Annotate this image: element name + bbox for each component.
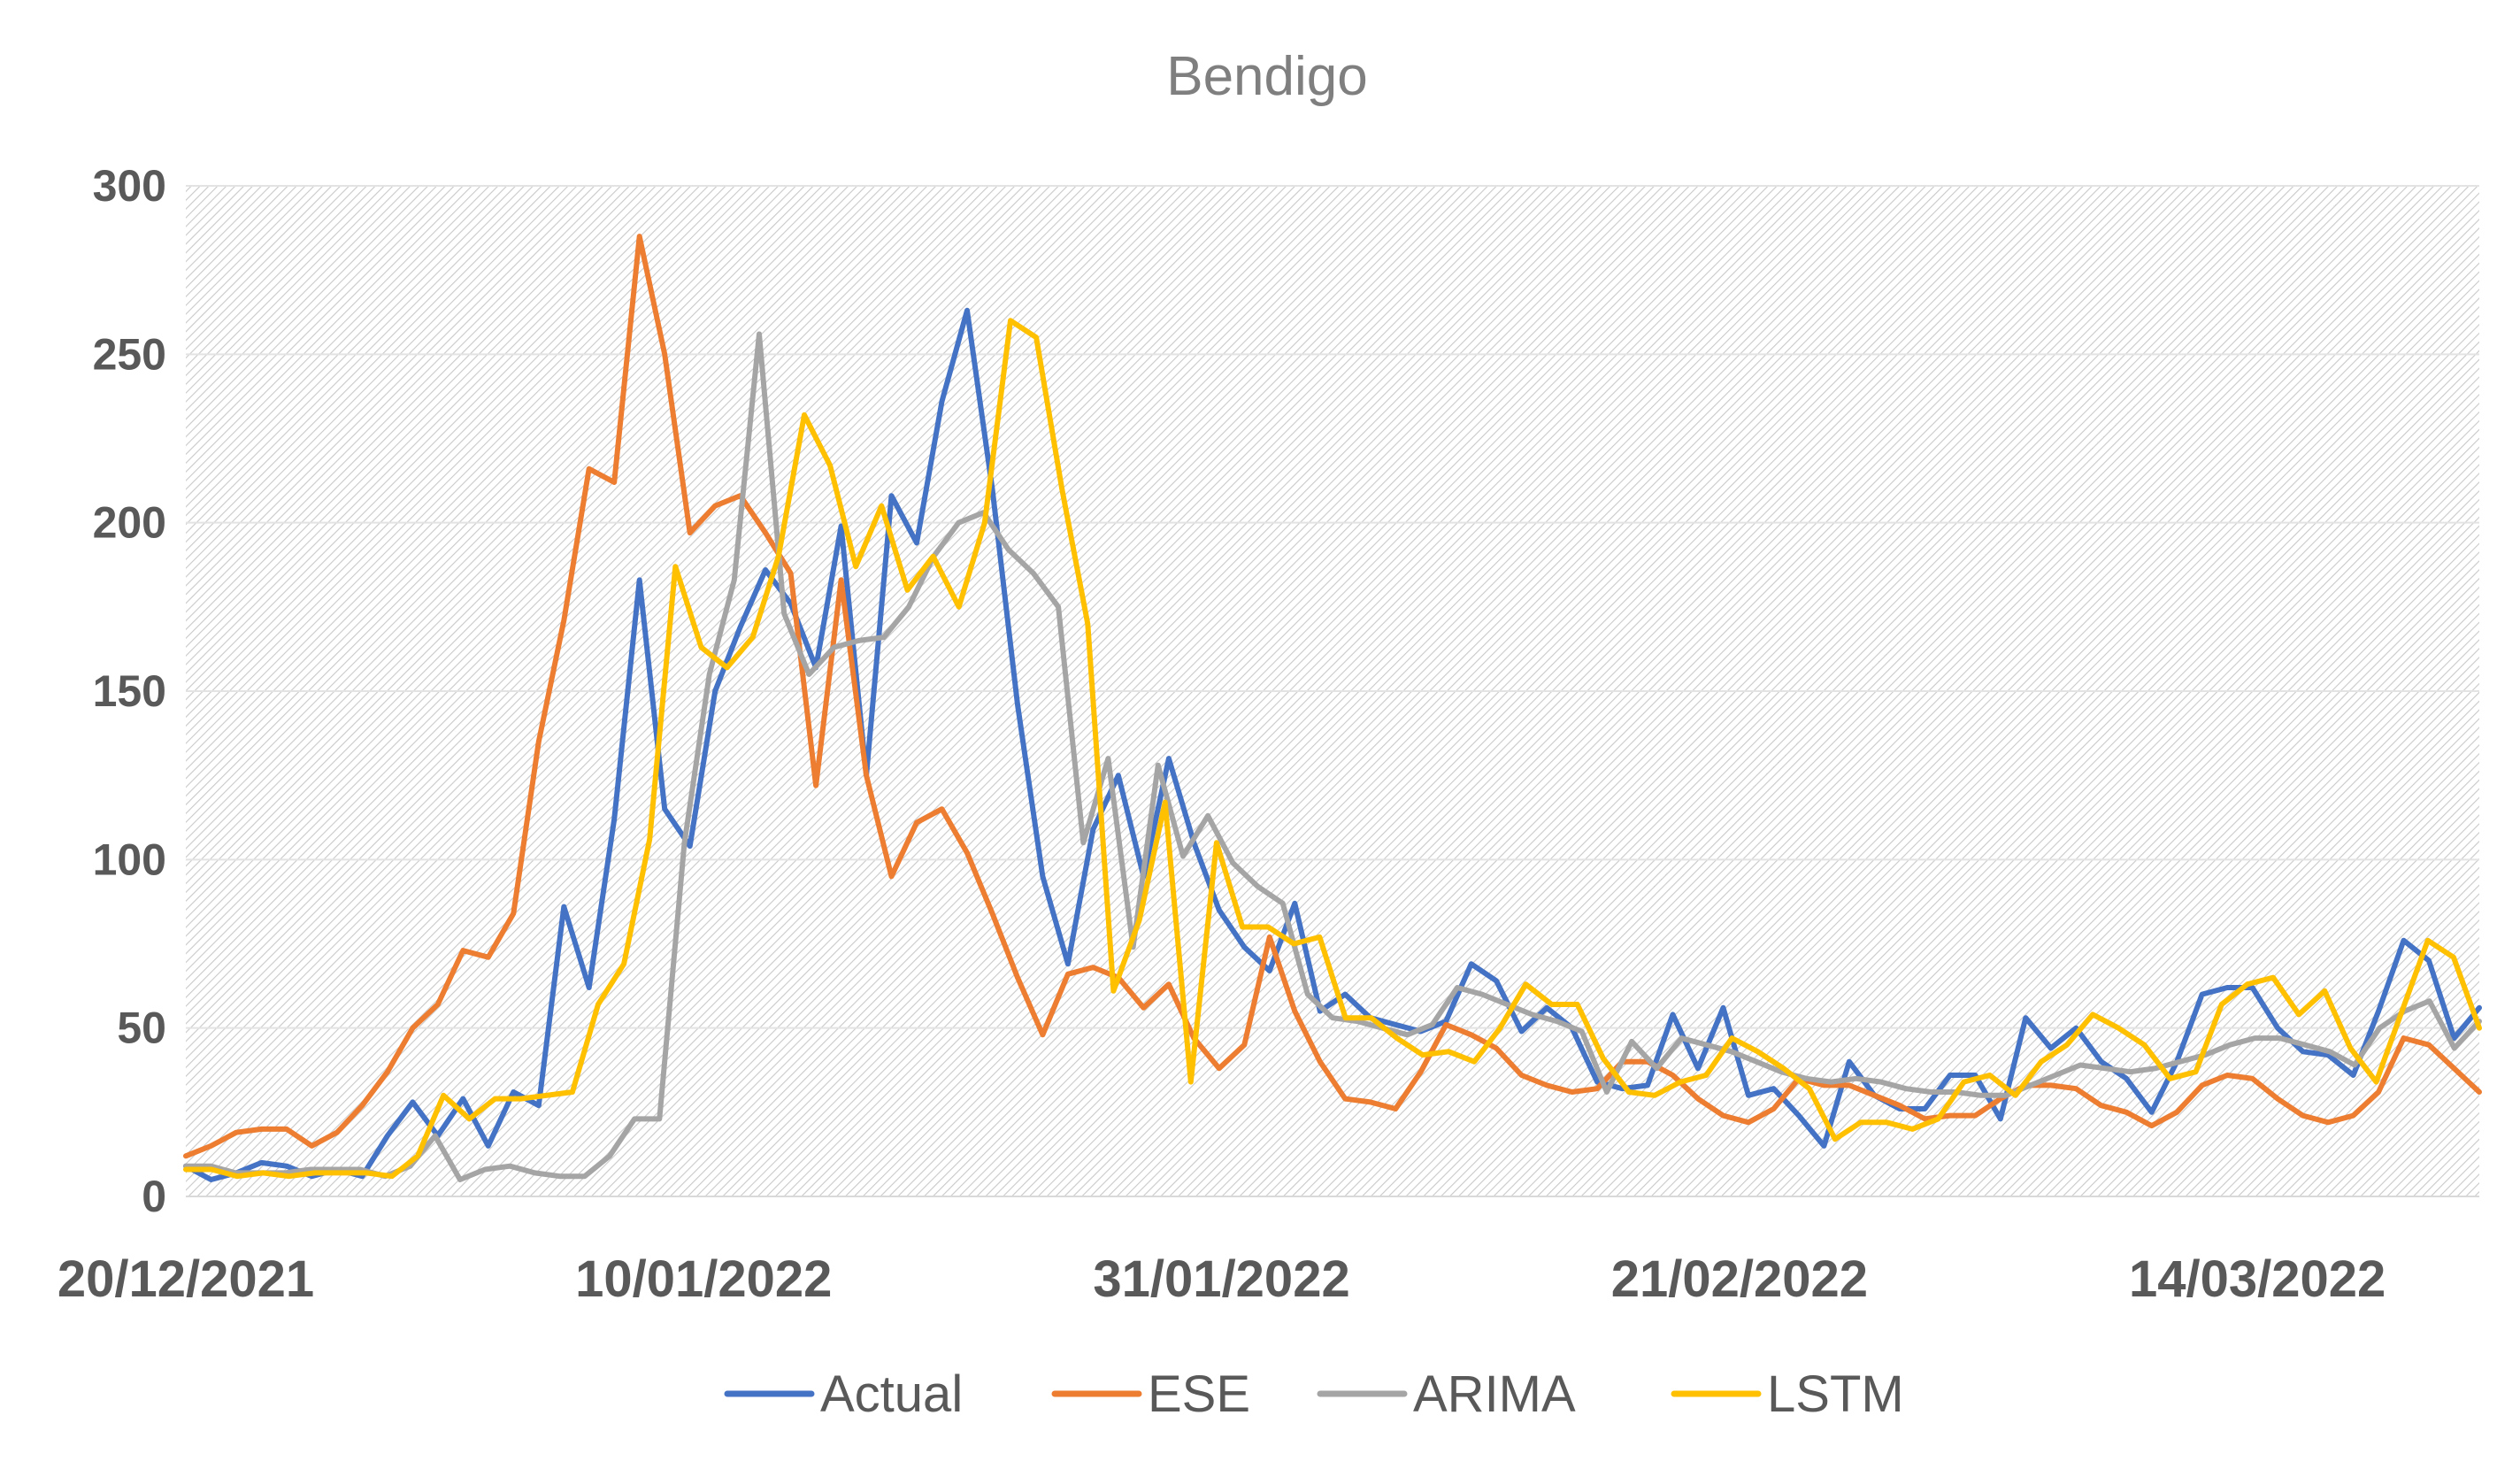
series-line-arima bbox=[183, 331, 2482, 1182]
chart-title: Bendigo bbox=[1166, 46, 1368, 107]
y-tick-label: 100 bbox=[93, 834, 166, 884]
y-axis-ticks: 0 50 100 150 200 250 300 bbox=[93, 161, 166, 1221]
legend-label-arima: ARIMA bbox=[1413, 1365, 1576, 1423]
x-tick-label: 21/02/2022 bbox=[1611, 1250, 1868, 1308]
x-tick-label: 31/01/2022 bbox=[1093, 1250, 1349, 1308]
legend-label-ese: ESE bbox=[1148, 1365, 1250, 1423]
y-tick-label: 150 bbox=[93, 666, 166, 716]
series-line-ese bbox=[183, 234, 2482, 1159]
series-line-actual bbox=[183, 307, 2482, 1182]
series-lines bbox=[183, 234, 2482, 1182]
gridlines bbox=[186, 185, 2479, 1029]
y-tick-label: 50 bbox=[117, 1004, 166, 1053]
x-tick-label: 14/03/2022 bbox=[2129, 1250, 2386, 1308]
y-tick-label: 300 bbox=[93, 161, 166, 211]
series-line-lstm bbox=[183, 318, 2482, 1180]
y-tick-label: 0 bbox=[142, 1172, 166, 1221]
y-tick-label: 200 bbox=[93, 498, 166, 548]
x-tick-label: 20/12/2021 bbox=[58, 1250, 314, 1308]
legend-label-actual: Actual bbox=[820, 1365, 963, 1423]
x-axis-ticks: 20/12/2021 10/01/2022 31/01/2022 21/02/2022… bbox=[58, 1250, 2386, 1308]
x-tick-label: 10/01/2022 bbox=[575, 1250, 832, 1308]
y-tick-label: 250 bbox=[93, 329, 166, 379]
legend: Actual ESE ARIMA LSTM bbox=[724, 1365, 1904, 1423]
legend-label-lstm: LSTM bbox=[1767, 1365, 1904, 1423]
